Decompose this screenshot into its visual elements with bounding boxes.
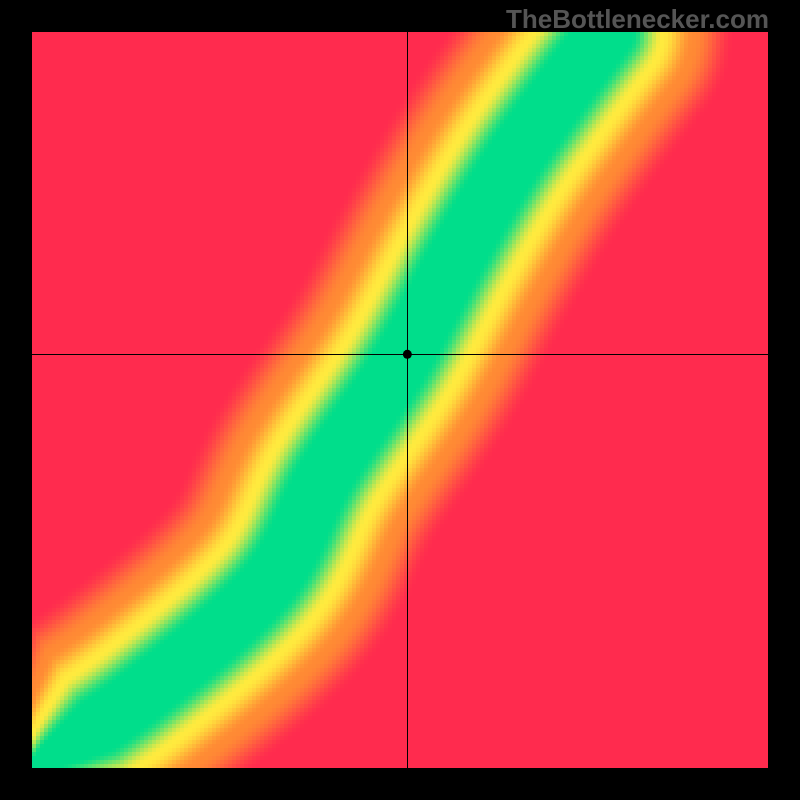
- watermark-text: TheBottlenecker.com: [506, 4, 769, 35]
- crosshair-overlay: [32, 32, 768, 768]
- plot-area: [32, 32, 768, 768]
